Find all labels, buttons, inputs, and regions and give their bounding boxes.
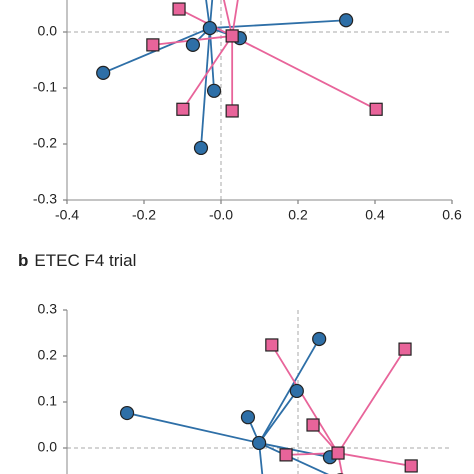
spoke [205,0,211,29]
y-tick-label: -0.3 [33,191,57,207]
point [398,342,412,356]
y-tick-label: 0.0 [38,439,58,455]
point [225,104,239,118]
y-tick-label: 0.1 [38,393,58,409]
point [240,410,256,425]
spoke [231,35,377,111]
spoke [126,412,260,444]
spoke [231,0,239,37]
point [172,2,186,16]
point [339,13,354,28]
spoke [258,390,298,444]
y-tick-label: -0.1 [33,79,57,95]
centroid [225,29,239,43]
y-tick-label: 0.3 [38,301,58,317]
spoke [182,35,233,110]
centroid [252,435,267,451]
spoke [271,344,339,454]
y-tick-label: 0.0 [38,23,58,39]
point [193,140,209,156]
point [312,331,327,347]
spoke [200,28,211,148]
x-tick-label: 0.6 [442,207,462,223]
chart-title: b ETEC F4 trial [18,251,136,270]
point [279,448,293,462]
point [404,459,418,473]
x-tick-label: -0.2 [132,207,156,223]
spoke [337,348,406,454]
spoke [258,442,331,459]
point [369,102,383,116]
spoke [258,338,320,444]
x-tick-label: 0.2 [288,207,308,223]
centroid [202,20,217,36]
point [306,418,320,432]
spoke [209,19,347,29]
y-tick-label: 0.2 [38,347,58,363]
point [146,38,160,52]
point [265,338,279,352]
spoke [337,452,412,467]
point [206,83,222,98]
x-tick-label: -0.4 [55,207,79,223]
point [96,65,111,80]
point [289,383,304,399]
x-tick-label: -0.0 [209,207,233,223]
centroid [331,446,345,460]
point [176,102,190,116]
panel-letter: b [18,251,28,270]
y-tick-label: -0.2 [33,135,57,151]
title-text: ETEC F4 trial [34,251,136,270]
point [119,405,135,421]
x-tick-label: 0.4 [365,207,385,223]
point [185,37,200,52]
spoke [223,0,234,37]
